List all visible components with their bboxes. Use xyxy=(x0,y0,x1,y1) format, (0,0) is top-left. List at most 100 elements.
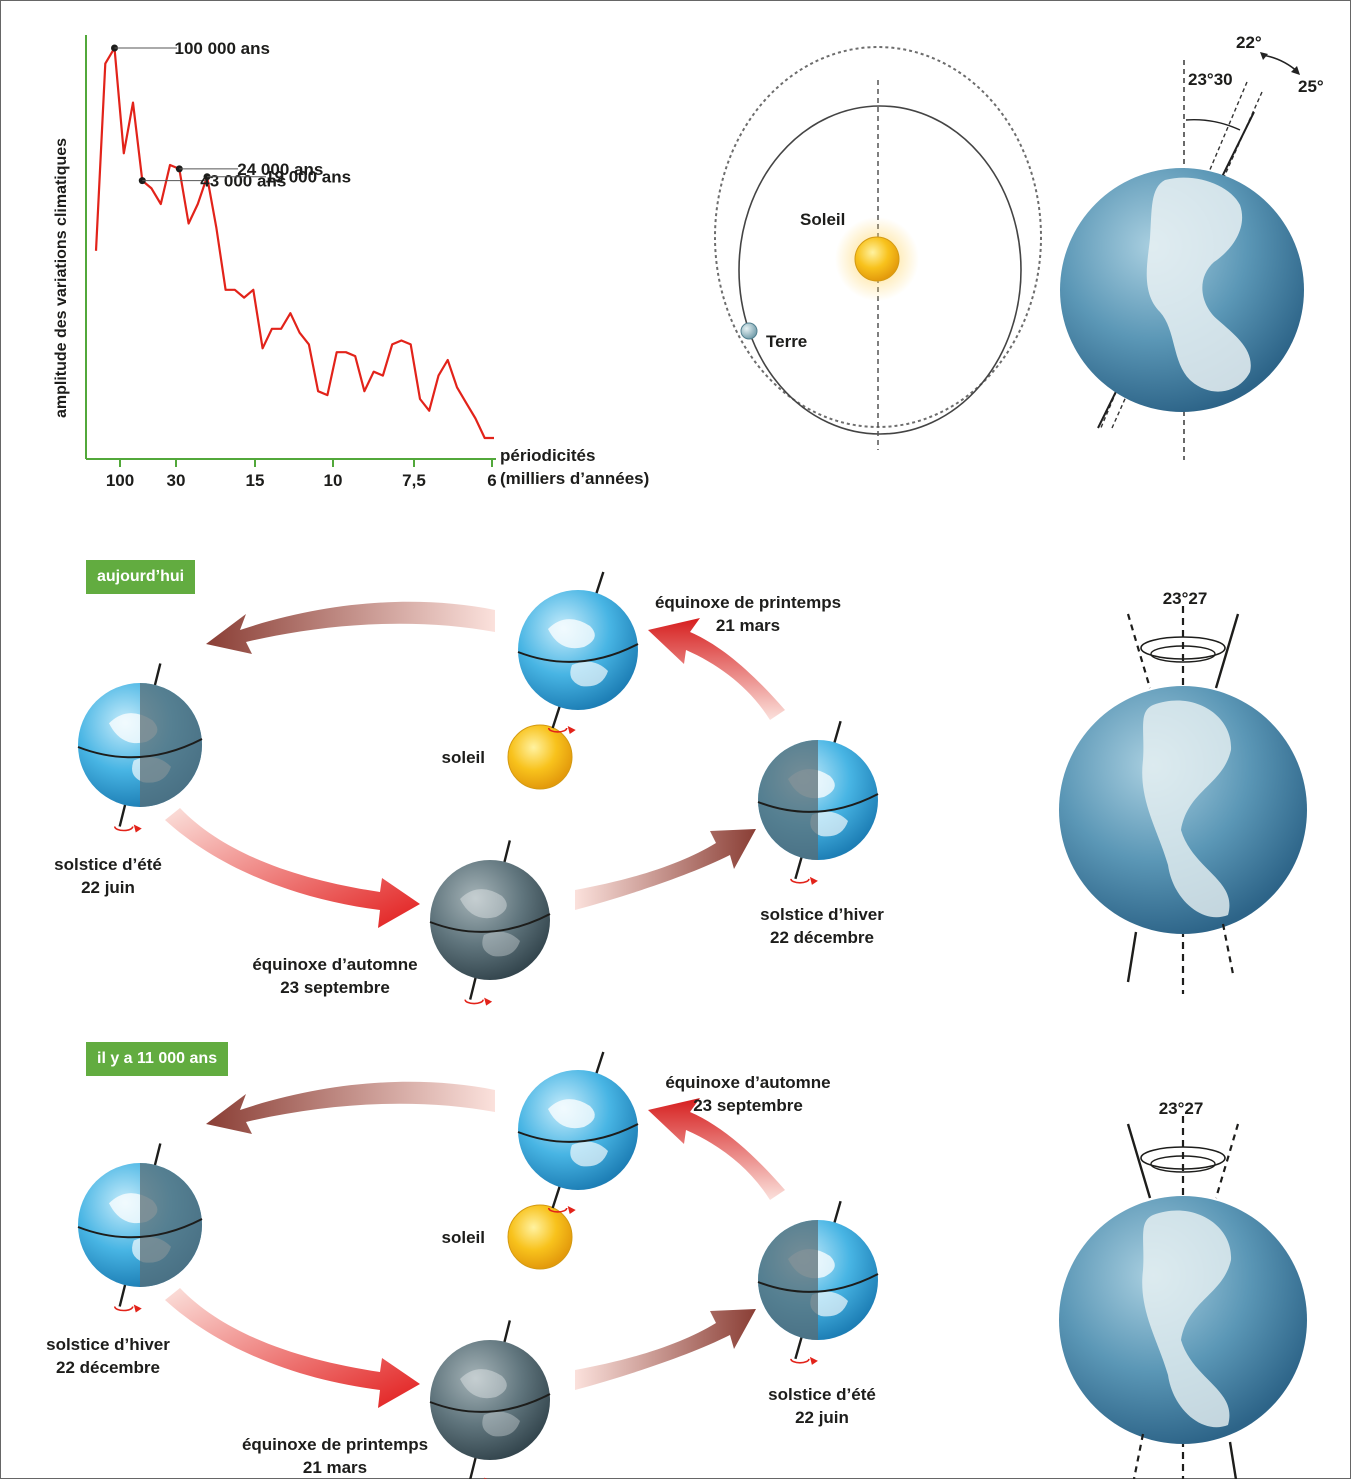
sun-label: soleil xyxy=(442,1228,485,1247)
spin-arrow-head xyxy=(484,997,493,1006)
label-top-line1: équinoxe d’automne xyxy=(665,1073,830,1092)
cloud-patch xyxy=(570,661,608,687)
globe-body xyxy=(430,1340,550,1460)
orbit-arrow-left xyxy=(165,808,420,928)
orbit-arrow-left xyxy=(165,1288,420,1408)
equator-line xyxy=(517,1123,639,1143)
spin-arrow xyxy=(790,1358,810,1364)
label-bottom-line1: équinoxe d’automne xyxy=(252,955,417,974)
orbit-arrow-top xyxy=(206,601,495,654)
x-tick-label: 7,5 xyxy=(402,471,426,490)
arrow-range xyxy=(1261,54,1299,73)
current-axis xyxy=(1126,1123,1152,1199)
cloud-patch xyxy=(570,1141,608,1167)
mirror-axis xyxy=(1126,613,1152,689)
globe-body xyxy=(518,1070,638,1190)
sun-label: Soleil xyxy=(800,210,845,229)
arrow-head-right xyxy=(1291,66,1300,75)
earth-small xyxy=(740,322,758,340)
peak-label: 100 000 ans xyxy=(175,39,270,58)
elliptical-orbit xyxy=(738,105,1022,435)
spin-arrow xyxy=(113,826,134,832)
cloud-patch xyxy=(810,1291,848,1317)
orbit-diagram: Soleil Terre xyxy=(714,46,1042,450)
globe-body xyxy=(518,590,638,710)
spin-arrow-head xyxy=(567,725,576,734)
obliquity-max-label: 25° xyxy=(1298,77,1324,96)
orbit-arrow-right xyxy=(648,1098,785,1200)
tilt-label: 23°27 xyxy=(1159,1099,1204,1118)
equator-line xyxy=(517,643,639,663)
globe-right xyxy=(757,1200,879,1365)
tag-today: aujourd’hui xyxy=(86,560,196,594)
equator-line xyxy=(429,913,551,933)
night-side xyxy=(758,740,818,860)
current-axis-bottom xyxy=(1126,931,1138,983)
equator-line xyxy=(77,738,203,759)
continent-shape xyxy=(1142,700,1232,918)
label-left-line1: solstice d’été xyxy=(54,855,162,874)
orbit-arrow-top xyxy=(206,1081,495,1134)
equator-line xyxy=(429,1393,551,1413)
globe-bottom xyxy=(429,1320,551,1479)
spin-arrow xyxy=(547,727,568,733)
label-bottom-line2: 21 mars xyxy=(303,1458,367,1477)
globe-left xyxy=(77,663,203,833)
spin-arrow-head xyxy=(809,876,818,885)
spin-arrow xyxy=(113,1306,134,1312)
mirror-axis-bottom xyxy=(1132,1433,1145,1479)
sun xyxy=(507,724,573,790)
spin-arrow-head xyxy=(567,1205,576,1214)
label-right-line2: 22 juin xyxy=(795,1408,849,1427)
sun xyxy=(854,236,900,282)
equator-line xyxy=(77,1218,203,1239)
tilt-globe: 23°27 xyxy=(1059,589,1307,994)
spin-arrow-head xyxy=(133,824,142,833)
amplitude-series-line xyxy=(94,46,494,440)
arrow-head-left xyxy=(1260,52,1268,60)
night-side xyxy=(758,1220,818,1340)
peak-label: 19 000 ans xyxy=(265,168,351,187)
x-tick-label: 10 xyxy=(324,471,343,490)
precession-circle xyxy=(1140,636,1226,660)
x-axis-ticks: 100 30 15 10 7,5 6 xyxy=(106,459,497,490)
label-top-line1: équinoxe de printemps xyxy=(655,593,841,612)
precession-today: soleil équinoxe de printemps 21 mars solsti… xyxy=(54,571,1307,1006)
x-tick-label: 30 xyxy=(167,471,186,490)
label-right-line1: solstice d’hiver xyxy=(760,905,884,924)
cloud-patch xyxy=(548,619,595,649)
x-tick-label: 100 xyxy=(106,471,134,490)
cloud-patch xyxy=(810,811,848,837)
spin-arrow xyxy=(464,999,484,1005)
precession-11000-years-ago: soleil équinoxe d’automne 23 septembre sols… xyxy=(46,1051,1307,1479)
globe-right xyxy=(757,720,879,885)
label-right-line1: solstice d’été xyxy=(768,1385,876,1404)
obliquity-mean-label: 23°30 xyxy=(1188,70,1233,89)
arc-tilt xyxy=(1185,119,1241,131)
x-axis-label-line2: (milliers d’années) xyxy=(500,469,649,488)
orbit-arrow-right xyxy=(648,618,785,720)
spin-arrow-head xyxy=(809,1356,818,1365)
globe-top xyxy=(517,571,639,734)
obliquity-diagram: 22° 23°30 25° xyxy=(1060,33,1324,460)
mirror-axis xyxy=(1214,1123,1240,1199)
continent-shape xyxy=(1142,1210,1232,1428)
current-axis-bottom xyxy=(1228,1441,1238,1479)
label-left-line2: 22 juin xyxy=(81,878,135,897)
x-tick-label: 6 xyxy=(487,471,496,490)
sun-label: soleil xyxy=(442,748,485,767)
spin-arrow xyxy=(547,1207,568,1213)
earth-label: Terre xyxy=(766,332,807,351)
cloud-patch xyxy=(460,1369,507,1399)
cloud-patch xyxy=(482,931,520,957)
peak-label: 24 000 ans xyxy=(237,160,323,179)
label-bottom-line1: équinoxe de printemps xyxy=(242,1435,428,1454)
tag-11000-years-ago: il y a 11 000 ans xyxy=(86,1042,229,1076)
globe-body xyxy=(430,860,550,980)
tilt-globe: 23°27 xyxy=(1059,1099,1307,1479)
precession-circle-inner xyxy=(1150,645,1216,663)
continent-shape xyxy=(1146,177,1251,392)
